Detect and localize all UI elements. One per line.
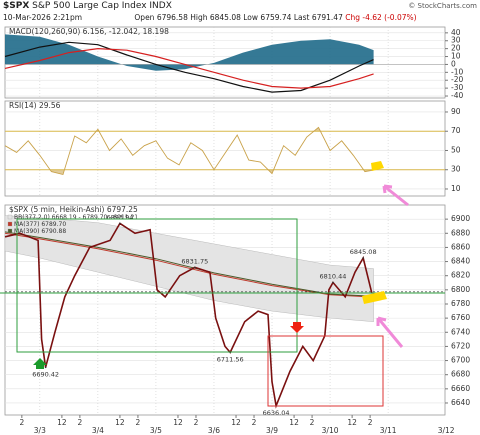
y-tick-label: 6700 [451,356,470,365]
x-minor-label: 2 [19,418,24,427]
y-tick-label: 6740 [451,327,470,336]
legend-swatch [7,214,13,220]
annotation-point [119,222,121,225]
annotation-label: 6810.44 [320,272,347,280]
legend-swatch [7,221,13,227]
legend-label: MA(377) 6789.70 [14,221,66,228]
panel-title: $SPX (5 min, Heikin-Ashi) 6797.25 [9,205,138,214]
x-tick-label: 3/12 [438,426,455,435]
annotation-label: 6831.75 [181,257,208,265]
panel [4,100,446,197]
y-tick-label: 6640 [451,398,470,407]
x-minor-label: 12 [231,418,241,427]
y-tick-label: 30 [451,165,461,174]
annotation-label: 6845.08 [350,248,377,256]
y-tick-label: 50 [451,145,461,154]
green-box [16,218,298,353]
x-minor-label: 2 [194,418,199,427]
y-tick-label: -40 [451,91,463,100]
y-tick-label: 6860 [451,242,470,251]
y-tick-label: 90 [451,107,461,116]
header-title: $SPX S&P 500 Large Cap Index INDX [3,1,172,11]
y-tick-label: 40 [451,28,461,37]
x-tick-label: 3/10 [322,426,339,435]
red-box [267,335,384,407]
symbol: $SPX [3,1,30,11]
x-tick-label: 3/3 [34,426,46,435]
yellow-marker [371,161,384,171]
x-minor-label: 12 [115,418,125,427]
y-tick-label: 0 [451,59,456,68]
annotation-point [194,266,196,269]
x-tick-label: 3/5 [150,426,162,435]
annotation-point [332,281,334,284]
x-minor-label: 2 [77,418,82,427]
y-tick-label: 6680 [451,370,470,379]
y-tick-label: -30 [451,83,463,92]
macd-line [4,41,374,93]
y-tick-label: 70 [451,126,461,135]
annotation-label: 6636.04 [263,409,290,417]
quote-open: Open 6796.58 [134,13,188,22]
x-tick-label: 3/6 [208,426,220,435]
y-tick-label: 6780 [451,299,470,308]
quote-change: Chg -4.62 (-0.07%) [345,13,417,22]
x-minor-label: 12 [173,418,183,427]
y-tick-label: 6760 [451,313,470,322]
moving-average [4,231,374,297]
x-minor-label: 12 [347,418,357,427]
x-minor-label: 2 [252,418,257,427]
y-tick-label: 10 [451,184,461,193]
legend-label: BB(377,2.0) 6668.19 - 6789.70 - 6911.21 [14,214,138,221]
panel-title: RSI(14) 29.56 [9,101,61,110]
y-tick-label: 30 [451,36,461,45]
pink-arrow [382,184,409,207]
pink-arrow [376,316,404,348]
green-arrow [33,358,47,369]
y-tick-label: 6880 [451,228,470,237]
annotation-label: 6690.42 [32,370,59,378]
histogram-area [5,34,374,71]
y-tick-label: 6840 [451,257,470,266]
quote-last: Last 6791.47 [293,13,343,22]
y-tick-label: 6660 [451,384,470,393]
y-tick-label: -20 [451,75,463,84]
y-tick-label: 20 [451,44,461,53]
annotation-point [44,366,47,369]
annotation-point [362,257,364,259]
x-tick-label: 3/4 [92,426,104,435]
red-arrow [290,322,304,333]
price-line [4,222,373,409]
quote-high: High 6845.08 [190,13,241,22]
macd-line [4,47,374,89]
panel-title: MACD(120,260,90) 6.156, -12.042, 18.198 [9,27,169,36]
x-minor-label: 2 [136,418,141,427]
datetime: 10-Mar-2026 2:21pm [3,13,83,22]
index-name: S&P 500 Large Cap Index INDX [32,1,172,11]
y-tick-label: 6800 [451,285,470,294]
x-minor-label: 12 [289,418,299,427]
x-minor-label: 2 [310,418,315,427]
x-minor-label: 12 [57,418,67,427]
x-minor-label: 2 [368,418,373,427]
y-tick-label: -10 [451,67,463,76]
annotation-label: 6893.94 [106,213,133,221]
y-tick-label: 6820 [451,271,470,280]
rsi-line [4,126,374,176]
y-tick-label: 10 [451,52,461,61]
quote-low: Low 6759.74 [243,13,292,22]
legend-label: MA(390) 6790.88 [14,228,66,235]
legend-swatch [7,228,13,234]
y-tick-label: 6900 [451,214,470,223]
credit: © StockCharts.com [408,2,477,10]
quote-line: 10-Mar-2026 2:21pm Open 6796.58 High 684… [3,13,417,22]
annotation-label: 6711.56 [217,355,244,363]
x-tick-label: 3/9 [266,426,278,435]
yellow-marker [362,291,387,304]
y-tick-label: 6720 [451,341,470,350]
x-tick-label: 3/11 [380,426,397,435]
